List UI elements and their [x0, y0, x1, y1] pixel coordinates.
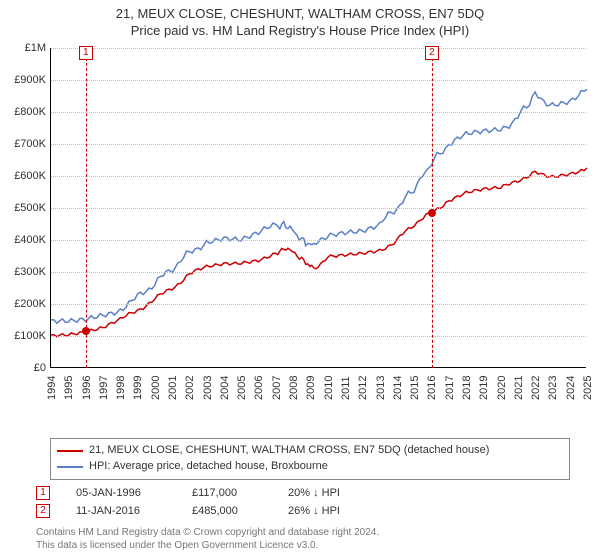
- legend-label-hpi: HPI: Average price, detached house, Brox…: [89, 459, 328, 475]
- x-axis-label: 2018: [461, 376, 473, 400]
- gridline: [51, 304, 586, 305]
- legend-label-property: 21, MEUX CLOSE, CHESHUNT, WALTHAM CROSS,…: [89, 443, 489, 459]
- legend-row-property: 21, MEUX CLOSE, CHESHUNT, WALTHAM CROSS,…: [57, 443, 563, 459]
- chart-title: 21, MEUX CLOSE, CHESHUNT, WALTHAM CROSS,…: [0, 6, 600, 21]
- y-axis-label: £400K: [0, 235, 46, 246]
- gridline: [51, 80, 586, 81]
- sale-vline-1: [86, 48, 87, 368]
- y-axis-label: £600K: [0, 171, 46, 182]
- y-axis-label: £300K: [0, 267, 46, 278]
- sale-delta-1: 20% ↓ HPI: [288, 487, 378, 499]
- series-line-hpi_broxbourne: [51, 90, 587, 324]
- sale-date-2: 11-JAN-2016: [76, 505, 166, 517]
- x-axis-label: 2025: [582, 376, 594, 400]
- series-line-property_price: [51, 168, 587, 337]
- y-axis-label: £200K: [0, 299, 46, 310]
- legend-box: 21, MEUX CLOSE, CHESHUNT, WALTHAM CROSS,…: [50, 438, 570, 480]
- x-axis-label: 2017: [444, 376, 456, 400]
- x-axis-label: 2021: [513, 376, 525, 400]
- x-axis-label: 1998: [115, 376, 127, 400]
- y-axis-label: £700K: [0, 139, 46, 150]
- gridline: [51, 240, 586, 241]
- chart-title-block: 21, MEUX CLOSE, CHESHUNT, WALTHAM CROSS,…: [0, 0, 600, 38]
- page-root: 21, MEUX CLOSE, CHESHUNT, WALTHAM CROSS,…: [0, 0, 600, 560]
- sale-row-1: 1 05-JAN-1996 £117,000 20% ↓ HPI: [36, 486, 378, 500]
- legend-swatch-property: [57, 450, 83, 452]
- x-axis-label: 2009: [305, 376, 317, 400]
- x-axis-label: 2007: [271, 376, 283, 400]
- sale-marker-box-1: 1: [79, 46, 93, 60]
- x-axis-label: 2022: [530, 376, 542, 400]
- chart-subtitle: Price paid vs. HM Land Registry's House …: [0, 23, 600, 38]
- x-axis-label: 2016: [426, 376, 438, 400]
- plot-area: 12: [50, 48, 586, 368]
- x-axis-label: 2004: [219, 376, 231, 400]
- x-axis-label: 2023: [547, 376, 559, 400]
- gridline: [51, 176, 586, 177]
- sale-marker-1: 1: [36, 486, 50, 500]
- gridline: [51, 144, 586, 145]
- x-axis-label: 2024: [565, 376, 577, 400]
- gridline: [51, 272, 586, 273]
- x-axis-label: 2010: [323, 376, 335, 400]
- x-axis-label: 1994: [46, 376, 58, 400]
- sale-point-2: [428, 209, 436, 217]
- gridline: [51, 48, 586, 49]
- x-axis-label: 2013: [375, 376, 387, 400]
- x-axis-label: 2019: [478, 376, 490, 400]
- sale-marker-2: 2: [36, 504, 50, 518]
- y-axis-label: £0: [0, 363, 46, 374]
- y-axis-label: £100K: [0, 331, 46, 342]
- footer-attribution: Contains HM Land Registry data © Crown c…: [36, 526, 379, 552]
- x-axis-label: 2008: [288, 376, 300, 400]
- x-axis-label: 1996: [81, 376, 93, 400]
- y-axis-label: £800K: [0, 107, 46, 118]
- x-axis-label: 2012: [357, 376, 369, 400]
- footer-line-2: This data is licensed under the Open Gov…: [36, 539, 379, 552]
- sale-delta-2: 26% ↓ HPI: [288, 505, 378, 517]
- x-axis-label: 2015: [409, 376, 421, 400]
- x-axis-label: 2000: [150, 376, 162, 400]
- x-axis-label: 2006: [253, 376, 265, 400]
- x-axis-label: 2003: [202, 376, 214, 400]
- sale-rows: 1 05-JAN-1996 £117,000 20% ↓ HPI 2 11-JA…: [36, 482, 378, 518]
- footer-line-1: Contains HM Land Registry data © Crown c…: [36, 526, 379, 539]
- y-axis-label: £900K: [0, 75, 46, 86]
- x-axis-label: 2014: [392, 376, 404, 400]
- x-axis-label: 2011: [340, 376, 352, 400]
- sale-point-1: [82, 327, 90, 335]
- chart-region: 12 £0£100K£200K£300K£400K£500K£600K£700K…: [50, 48, 586, 398]
- x-axis-label: 1997: [98, 376, 110, 400]
- x-axis-label: 2020: [496, 376, 508, 400]
- y-axis-label: £1M: [0, 43, 46, 54]
- gridline: [51, 112, 586, 113]
- sale-price-1: £117,000: [192, 487, 262, 499]
- gridline: [51, 336, 586, 337]
- x-axis-label: 2002: [184, 376, 196, 400]
- x-axis-label: 2001: [167, 376, 179, 400]
- gridline: [51, 208, 586, 209]
- legend-row-hpi: HPI: Average price, detached house, Brox…: [57, 459, 563, 475]
- legend-swatch-hpi: [57, 466, 83, 468]
- sale-row-2: 2 11-JAN-2016 £485,000 26% ↓ HPI: [36, 504, 378, 518]
- sale-marker-box-2: 2: [425, 46, 439, 60]
- x-axis-label: 1999: [132, 376, 144, 400]
- x-axis-label: 2005: [236, 376, 248, 400]
- sale-date-1: 05-JAN-1996: [76, 487, 166, 499]
- y-axis-label: £500K: [0, 203, 46, 214]
- x-axis-label: 1995: [63, 376, 75, 400]
- sale-price-2: £485,000: [192, 505, 262, 517]
